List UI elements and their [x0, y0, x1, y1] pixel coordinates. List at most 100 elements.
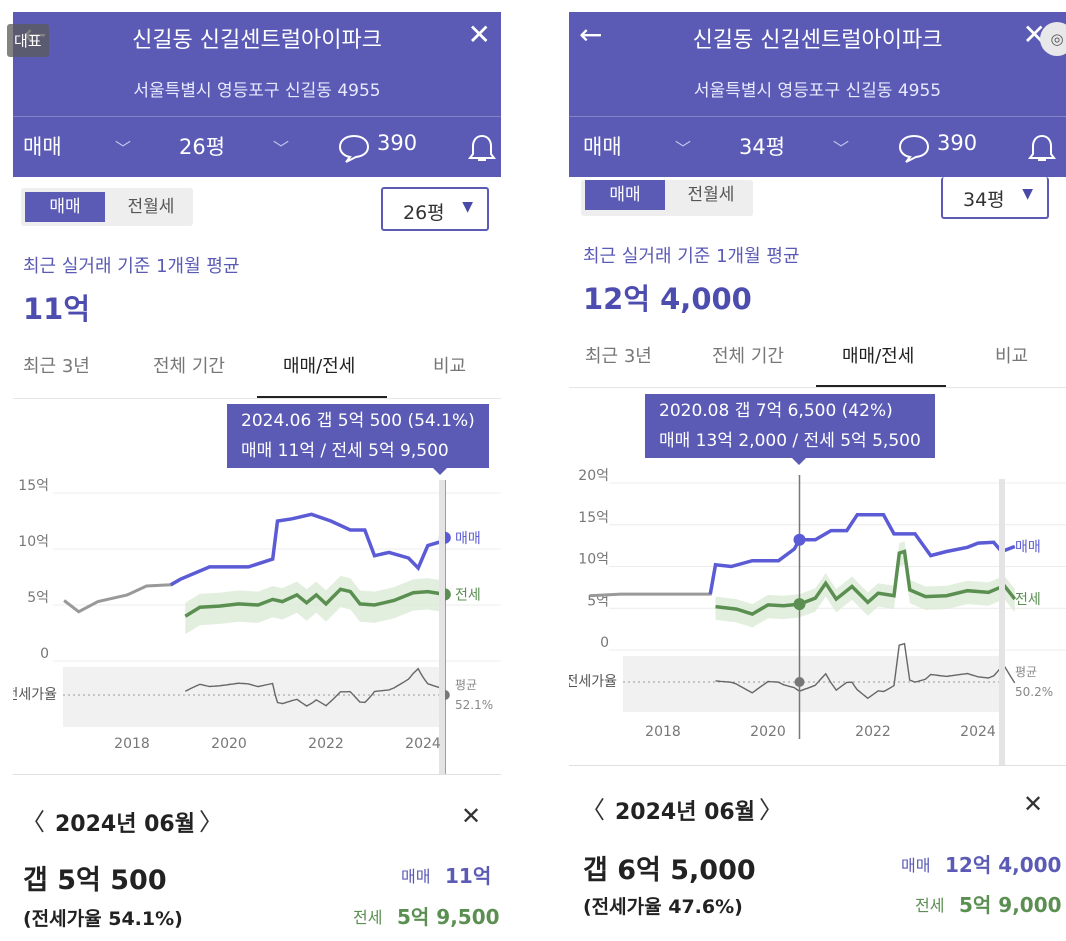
average-price: 11억: [23, 292, 91, 326]
close-detail-icon[interactable]: ✕: [461, 802, 482, 830]
right-phone-panel: ← 신길동 신길센트럴아이파크 ✕ ◎ 서울특별시 영등포구 신길동 4955 …: [569, 12, 1066, 941]
area-dropdown[interactable]: 34평 ▼: [941, 177, 1049, 219]
average-value: 50.2%: [1015, 685, 1053, 699]
sale-series-label: 매매: [455, 531, 481, 547]
chevron-down-icon[interactable]: ﹀: [115, 139, 132, 158]
tab-sale-jeonse[interactable]: 매매/전세: [842, 346, 915, 367]
comment-count[interactable]: 390: [377, 131, 418, 155]
y-tick-label: 5억: [587, 593, 609, 609]
tab-all-period[interactable]: 전체 기간: [712, 346, 784, 367]
area-select[interactable]: 26평: [179, 135, 226, 159]
jeonse-series-label: 전세: [1015, 592, 1041, 608]
x-tick-label: 2024: [405, 736, 441, 752]
bell-icon[interactable]: [1027, 133, 1057, 165]
selected-month: 2024년 06월: [615, 800, 755, 825]
tab-recent-3y[interactable]: 최근 3년: [585, 346, 652, 367]
back-arrow-icon[interactable]: ←: [579, 18, 603, 51]
comment-icon[interactable]: [897, 133, 931, 163]
tab-divider: [569, 387, 1066, 388]
tab-indicator: [257, 396, 387, 398]
sale-history-line: [589, 564, 717, 598]
y-tick-label: 0: [600, 635, 609, 651]
tooltip-line2: 매매 13억 2,000 / 전세 5억 5,500: [659, 431, 921, 451]
trade-type-select[interactable]: 매매: [583, 135, 622, 159]
prev-month-icon[interactable]: 〈: [21, 808, 45, 836]
close-detail-icon[interactable]: ✕: [1023, 790, 1044, 818]
comment-icon[interactable]: [337, 133, 371, 163]
address: 서울특별시 영등포구 신길동 4955: [133, 81, 381, 101]
area-dropdown-value: 26평: [403, 202, 445, 224]
jeonse-range-area: [185, 575, 445, 635]
jeonse-ratio-line: [184, 667, 446, 707]
y-tick-label: 15억: [578, 510, 609, 526]
address: 서울특별시 영등포구 신길동 4955: [693, 81, 942, 101]
filter-bar: 매매 ﹀ 26평 ﹀ 390: [13, 116, 501, 178]
tab-recent-3y[interactable]: 최근 3년: [23, 356, 90, 377]
recent-caption: 최근 실거래 기준 1개월 평균: [583, 246, 800, 267]
bell-icon[interactable]: [467, 133, 497, 165]
close-icon[interactable]: ✕: [467, 18, 491, 51]
prev-month-icon[interactable]: 〈: [581, 796, 605, 824]
selected-month: 2024년 06월: [55, 812, 195, 837]
gap-amount: 갭 6억 5,000: [583, 855, 756, 886]
chart-tooltip: 2020.08 갭 7억 6,500 (42%) 매매 13억 2,000 / …: [645, 394, 935, 465]
area-dropdown[interactable]: 26평 ▼: [381, 187, 489, 231]
y-tick-label: 15억: [18, 478, 49, 494]
trade-type-select[interactable]: 매매: [23, 135, 62, 159]
sale-value: 12억 4,000: [945, 853, 1062, 877]
next-month-icon[interactable]: 〉: [199, 808, 223, 836]
marker-dot-jeonse: [793, 598, 806, 611]
tab-all-period[interactable]: 전체 기간: [153, 356, 225, 377]
segment-sale[interactable]: 매매: [25, 192, 105, 222]
section-divider: [569, 765, 1066, 766]
marker-dot-sale: [793, 533, 806, 546]
marker-dot-ratio: [794, 677, 805, 687]
tab-compare[interactable]: 비교: [995, 346, 1029, 367]
lens-icon[interactable]: ◎: [1040, 22, 1066, 56]
segment-rent[interactable]: 전월세: [127, 197, 175, 217]
jeonse-value: 5억 9,500: [397, 905, 500, 929]
ratio-label: 전세가율: [13, 687, 57, 703]
jeonse-ratio: (전세가율 47.6%): [583, 896, 743, 918]
gap-amount: 갭 5억 500: [23, 865, 167, 896]
tooltip-line1: 2024.06 갭 5억 500 (54.1%): [241, 411, 475, 431]
chart-scroll-edge: [439, 480, 445, 774]
x-tick-label: 2018: [114, 736, 150, 752]
y-tick-label: 5억: [27, 590, 49, 606]
segment-rent[interactable]: 전월세: [687, 185, 735, 205]
jeonse-label: 전세: [353, 908, 383, 927]
ratio-label: 전세가율: [569, 674, 617, 690]
tab-sale-jeonse[interactable]: 매매/전세: [283, 356, 356, 377]
x-tick-label: 2018: [645, 724, 681, 740]
area-select[interactable]: 34평: [739, 135, 786, 159]
chevron-down-icon[interactable]: ﹀: [833, 139, 850, 158]
average-label: 평균: [455, 678, 477, 692]
segment-sale[interactable]: 매매: [585, 180, 665, 210]
recent-caption: 최근 실거래 기준 1개월 평균: [23, 256, 240, 277]
sale-line: [169, 512, 447, 587]
y-tick-label: 20억: [578, 468, 609, 484]
tab-compare[interactable]: 비교: [433, 356, 467, 377]
comment-count[interactable]: 390: [937, 131, 978, 155]
average-label: 평균: [1015, 665, 1037, 679]
tab-indicator: [816, 385, 946, 387]
y-tick-label: 0: [40, 646, 49, 662]
jeonse-series-label: 전세: [455, 587, 481, 603]
jeonse-ratio: (전세가율 54.1%): [23, 908, 183, 930]
page-title: 신길동 신길센트럴아이파크: [132, 28, 382, 53]
x-tick-label: 2024: [960, 724, 996, 740]
next-month-icon[interactable]: 〉: [759, 796, 783, 824]
sale-line: [708, 512, 1016, 595]
area-dropdown-value: 34평: [963, 189, 1005, 211]
ratio-band: [623, 656, 1003, 712]
tab-divider: [13, 398, 501, 399]
jeonse-label: 전세: [915, 896, 945, 915]
chevron-down-icon[interactable]: ﹀: [273, 139, 290, 158]
chevron-down-icon[interactable]: ﹀: [675, 139, 692, 158]
trade-segment: 매매 전월세: [581, 180, 753, 216]
jeonse-value: 5억 9,000: [959, 893, 1062, 917]
jeonse-range-area: [715, 541, 1015, 628]
tooltip-line1: 2020.08 갭 7억 6,500 (42%): [659, 401, 893, 421]
